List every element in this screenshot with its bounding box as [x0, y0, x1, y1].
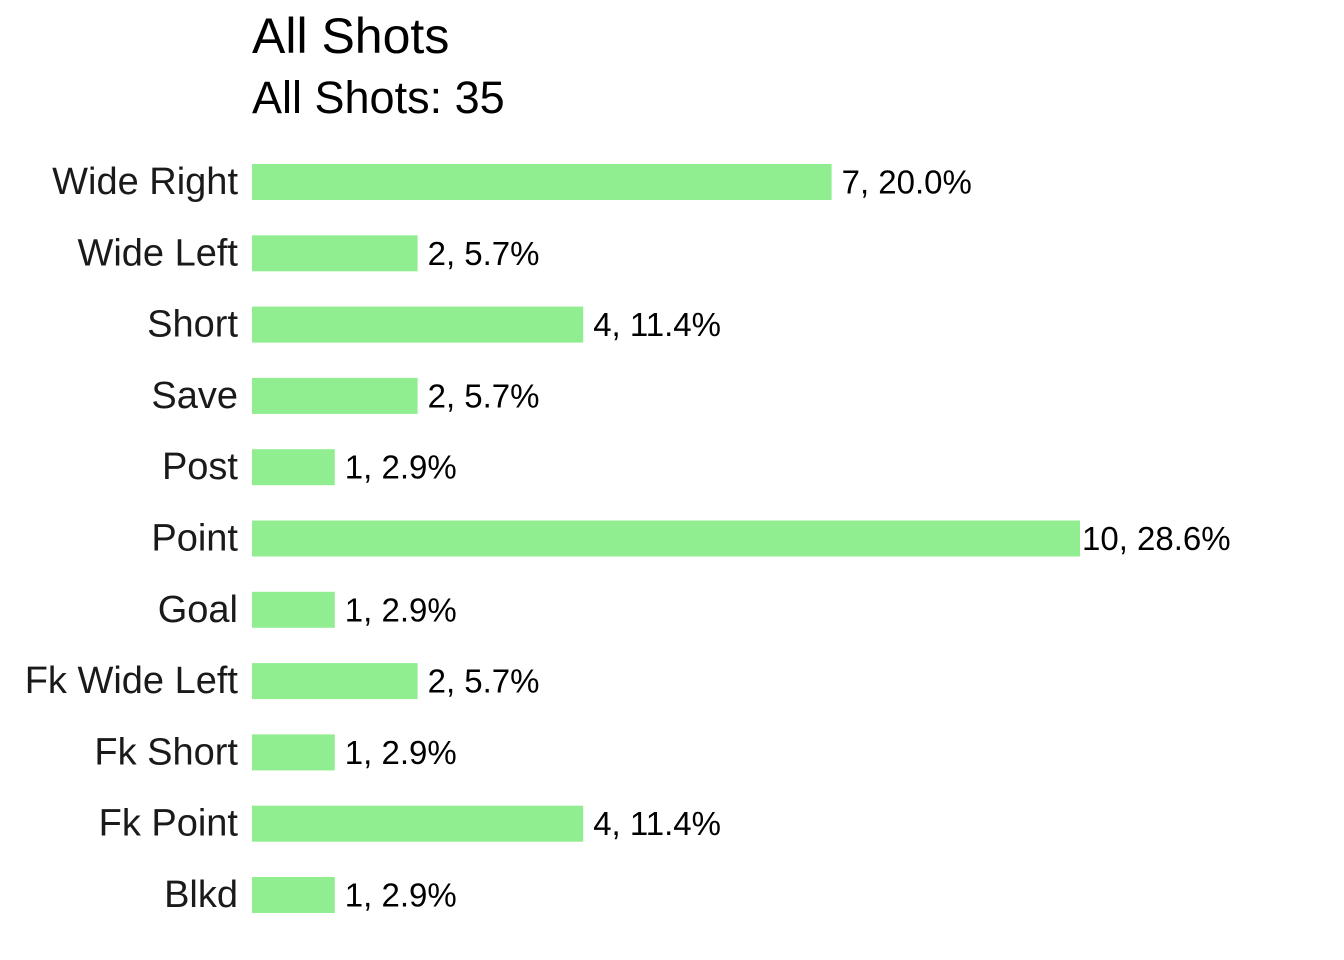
category-label-post: Post — [162, 446, 238, 488]
bar-goal — [252, 591, 335, 628]
data-label-save: 2, 5.7% — [428, 377, 540, 414]
category-label-fk-short: Fk Short — [94, 731, 238, 773]
bar-save — [252, 377, 418, 414]
bar-short — [252, 306, 584, 343]
bar-fk-short — [252, 734, 335, 771]
bar-wide-right — [252, 164, 832, 200]
data-label-fk-point: 4, 11.4% — [593, 805, 721, 842]
chart-title: All Shots — [252, 8, 450, 64]
category-label-blkd: Blkd — [164, 874, 238, 916]
bar-blkd — [252, 877, 335, 913]
data-label-fk-short: 1, 2.9% — [345, 734, 457, 771]
category-label-wide-right: Wide Right — [52, 161, 238, 203]
chart-subtitle: All Shots: 35 — [252, 72, 505, 123]
data-label-short: 4, 11.4% — [593, 306, 721, 343]
bar-point — [252, 520, 1080, 557]
bar-fk-point — [252, 805, 584, 842]
bar-wide-left — [252, 235, 418, 272]
category-label-short: Short — [147, 304, 238, 346]
data-label-goal: 1, 2.9% — [345, 591, 457, 628]
category-label-goal: Goal — [158, 589, 238, 631]
category-label-point: Point — [151, 518, 238, 560]
category-label-save: Save — [151, 375, 238, 417]
category-label-wide-left: Wide Left — [77, 232, 238, 274]
data-label-point: 10, 28.6% — [1082, 520, 1231, 557]
data-label-post: 1, 2.9% — [345, 449, 457, 486]
data-label-fk-wide-left: 2, 5.7% — [428, 663, 540, 700]
category-label-fk-point: Fk Point — [99, 803, 239, 845]
data-label-wide-left: 2, 5.7% — [428, 235, 540, 272]
data-label-wide-right: 7, 20.0% — [842, 164, 972, 201]
data-label-blkd: 1, 2.9% — [345, 877, 457, 914]
category-label-fk-wide-left: Fk Wide Left — [25, 660, 239, 702]
bar-post — [252, 449, 335, 486]
bar-fk-wide-left — [252, 663, 418, 700]
